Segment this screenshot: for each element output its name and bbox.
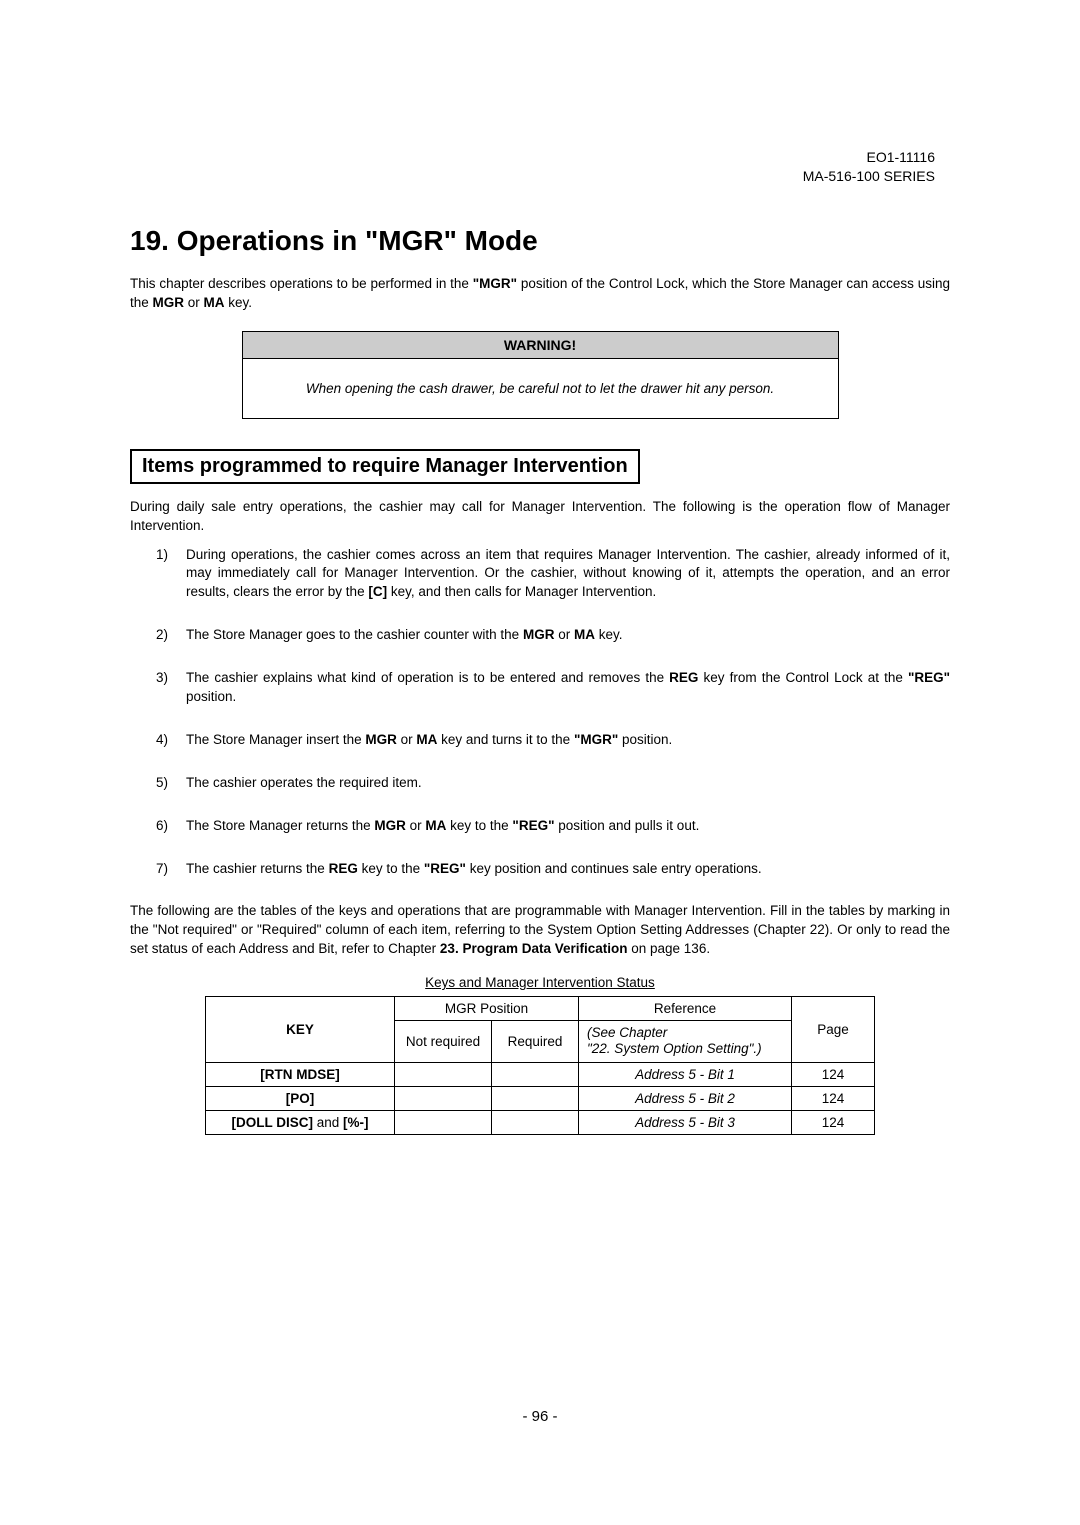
table-caption: Keys and Manager Intervention Status <box>130 975 950 990</box>
cell-req <box>492 1062 579 1086</box>
page-number: - 96 - <box>0 1408 1080 1425</box>
chapter-title: 19. Operations in "MGR" Mode <box>130 225 950 257</box>
section-title: Items programmed to require Manager Inte… <box>130 449 640 484</box>
doc-id: EO1-11116 <box>803 148 935 167</box>
warning-box: WARNING! When opening the cash drawer, b… <box>242 331 839 419</box>
col-key-header: KEY <box>206 997 395 1062</box>
step-item: 5) The cashier operates the required ite… <box>186 774 950 793</box>
table-row: [DOLL DISC] and [%-] Address 5 - Bit 3 1… <box>206 1110 875 1134</box>
warning-text: When opening the cash drawer, be careful… <box>243 359 838 418</box>
cell-notreq <box>395 1086 492 1110</box>
step-item: 6) The Store Manager returns the MGR or … <box>186 817 950 836</box>
doc-series: MA-516-100 SERIES <box>803 167 935 186</box>
page-header: EO1-11116 MA-516-100 SERIES <box>803 148 935 186</box>
col-mgr-header: MGR Position <box>395 997 579 1021</box>
keys-table: KEY MGR Position Reference Page Not requ… <box>205 996 875 1134</box>
followup-paragraph: The following are the tables of the keys… <box>130 902 950 959</box>
col-notreq-header: Not required <box>395 1021 492 1062</box>
step-item: 3) The cashier explains what kind of ope… <box>186 669 950 707</box>
col-ref-sub: (See Chapter "22. System Option Setting"… <box>579 1021 792 1062</box>
cell-notreq <box>395 1062 492 1086</box>
table-row: [PO] Address 5 - Bit 2 124 <box>206 1086 875 1110</box>
table-row: [RTN MDSE] Address 5 - Bit 1 124 <box>206 1062 875 1086</box>
warning-label: WARNING! <box>243 332 838 359</box>
col-req-header: Required <box>492 1021 579 1062</box>
section-lead: During daily sale entry operations, the … <box>130 498 950 536</box>
intro-paragraph: This chapter describes operations to be … <box>130 275 950 313</box>
step-item: 2) The Store Manager goes to the cashier… <box>186 626 950 645</box>
col-ref-header: Reference <box>579 997 792 1021</box>
step-item: 4) The Store Manager insert the MGR or M… <box>186 731 950 750</box>
col-page-header: Page <box>792 997 875 1062</box>
table-header-row: KEY MGR Position Reference Page <box>206 997 875 1021</box>
document-page: EO1-11116 MA-516-100 SERIES 19. Operatio… <box>0 0 1080 1525</box>
cell-req <box>492 1110 579 1134</box>
step-item: 1) During operations, the cashier comes … <box>186 546 950 603</box>
steps-list: 1) During operations, the cashier comes … <box>130 546 950 879</box>
step-item: 7) The cashier returns the REG key to th… <box>186 860 950 879</box>
cell-notreq <box>395 1110 492 1134</box>
cell-req <box>492 1086 579 1110</box>
